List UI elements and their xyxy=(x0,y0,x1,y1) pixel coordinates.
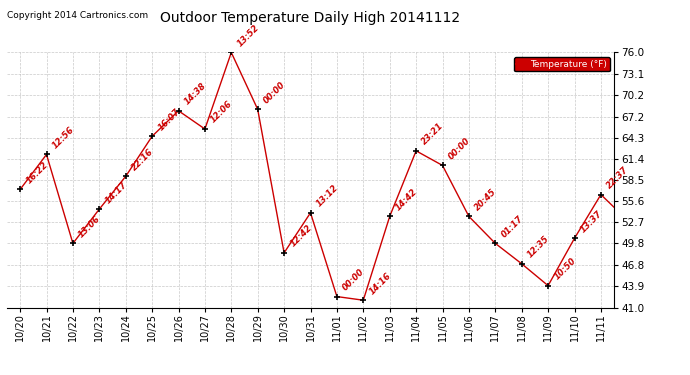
Text: 14:42: 14:42 xyxy=(394,187,420,212)
Text: 12:56: 12:56 xyxy=(50,125,76,150)
Text: 00:00: 00:00 xyxy=(341,267,366,292)
Text: 13:06: 13:06 xyxy=(77,214,102,239)
Text: 16:22: 16:22 xyxy=(24,160,50,185)
Text: 13:52: 13:52 xyxy=(235,23,261,48)
Text: Outdoor Temperature Daily High 20141112: Outdoor Temperature Daily High 20141112 xyxy=(161,11,460,25)
Text: 01:17: 01:17 xyxy=(500,214,525,239)
Text: 12:35: 12:35 xyxy=(526,234,551,260)
Text: 14:38: 14:38 xyxy=(183,81,208,106)
Text: 13:12: 13:12 xyxy=(315,183,340,209)
Text: 22:16: 22:16 xyxy=(130,147,155,172)
Legend: Temperature (°F): Temperature (°F) xyxy=(514,57,609,71)
Text: 00:00: 00:00 xyxy=(446,136,472,161)
Text: 12:42: 12:42 xyxy=(288,224,314,249)
Text: 22:37: 22:37 xyxy=(605,165,631,190)
Text: 13:37: 13:37 xyxy=(579,209,604,234)
Text: 23:21: 23:21 xyxy=(420,122,446,147)
Text: 12:06: 12:06 xyxy=(209,99,235,125)
Text: 10:50: 10:50 xyxy=(552,256,578,282)
Text: 14:17: 14:17 xyxy=(104,180,129,205)
Text: 20:45: 20:45 xyxy=(473,187,498,212)
Text: 00:00: 00:00 xyxy=(262,80,287,105)
Text: Copyright 2014 Cartronics.com: Copyright 2014 Cartronics.com xyxy=(7,11,148,20)
Text: 16:07: 16:07 xyxy=(156,107,181,132)
Text: 14:16: 14:16 xyxy=(368,271,393,296)
Text: 00:00: 00:00 xyxy=(0,374,1,375)
